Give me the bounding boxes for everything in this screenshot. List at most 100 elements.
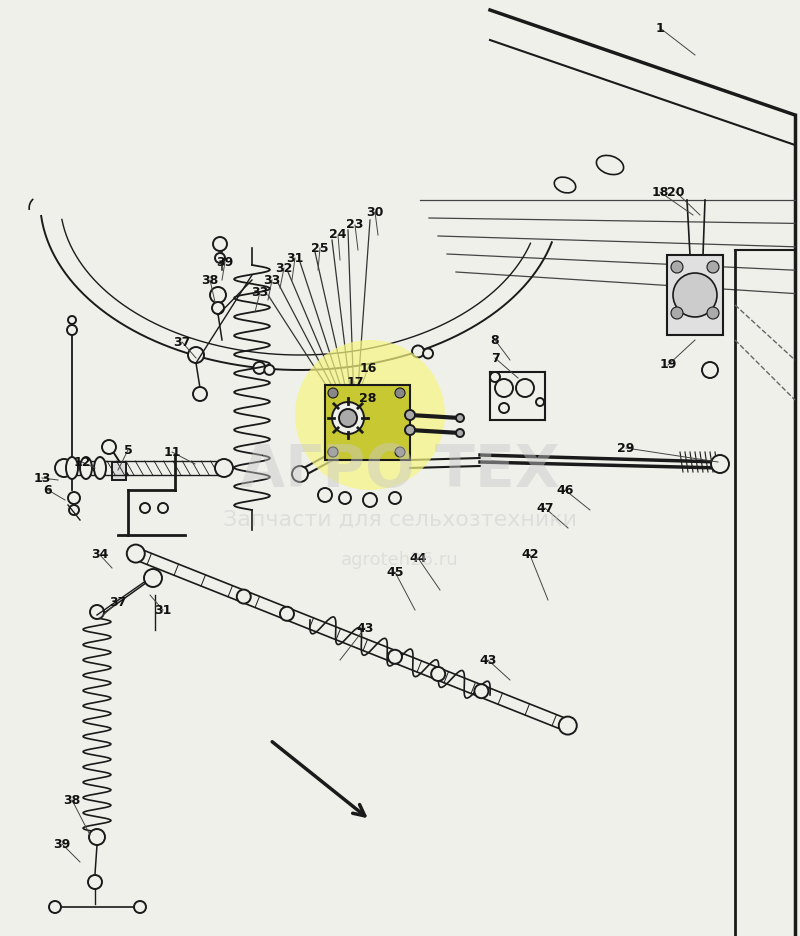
Circle shape — [456, 429, 464, 437]
Circle shape — [702, 362, 718, 378]
Circle shape — [90, 605, 104, 619]
Text: 1: 1 — [656, 22, 664, 35]
Circle shape — [339, 492, 351, 504]
Text: 16: 16 — [359, 361, 377, 374]
Circle shape — [412, 345, 424, 358]
Bar — [667, 255, 723, 335]
Text: 33: 33 — [251, 285, 269, 299]
Text: 43: 43 — [479, 653, 497, 666]
Circle shape — [474, 684, 488, 698]
Text: 42: 42 — [522, 548, 538, 562]
Circle shape — [318, 488, 332, 502]
Text: 38: 38 — [202, 273, 218, 286]
Text: 6: 6 — [44, 484, 52, 496]
Text: agroteh26.ru: agroteh26.ru — [341, 551, 459, 569]
Circle shape — [188, 347, 204, 363]
Bar — [325, 385, 410, 460]
Text: 38: 38 — [63, 794, 81, 807]
Circle shape — [68, 492, 80, 504]
Circle shape — [193, 387, 207, 401]
Text: 23: 23 — [346, 218, 364, 231]
Circle shape — [490, 372, 500, 382]
Circle shape — [348, 437, 362, 451]
Circle shape — [536, 398, 544, 406]
Text: 31: 31 — [154, 604, 172, 617]
Circle shape — [671, 261, 683, 273]
Circle shape — [215, 253, 225, 263]
Circle shape — [134, 901, 146, 913]
Circle shape — [126, 545, 145, 563]
Text: 24: 24 — [330, 228, 346, 241]
Bar — [112, 462, 126, 480]
Text: 43: 43 — [356, 622, 374, 635]
Circle shape — [707, 307, 719, 319]
Text: 32: 32 — [275, 261, 293, 274]
Circle shape — [499, 403, 509, 413]
Text: 37: 37 — [174, 335, 190, 348]
Circle shape — [671, 307, 683, 319]
Text: 29: 29 — [618, 442, 634, 455]
Text: 12: 12 — [74, 456, 90, 469]
Circle shape — [516, 379, 534, 397]
Text: 31: 31 — [286, 252, 304, 265]
Circle shape — [395, 447, 405, 457]
Circle shape — [395, 388, 405, 398]
Text: АГРО ТЕХ: АГРО ТЕХ — [240, 442, 560, 499]
Text: 11: 11 — [163, 446, 181, 459]
Circle shape — [328, 388, 338, 398]
Circle shape — [332, 402, 364, 434]
Circle shape — [212, 302, 224, 314]
Circle shape — [254, 362, 266, 373]
Text: 18: 18 — [651, 185, 669, 198]
Text: 44: 44 — [410, 551, 426, 564]
Circle shape — [213, 237, 227, 251]
Ellipse shape — [596, 155, 624, 175]
Text: 28: 28 — [359, 391, 377, 404]
Circle shape — [292, 466, 308, 482]
Text: 34: 34 — [91, 548, 109, 562]
Circle shape — [264, 365, 274, 375]
Circle shape — [456, 414, 464, 422]
Text: 19: 19 — [659, 358, 677, 372]
Circle shape — [328, 447, 338, 457]
Circle shape — [495, 379, 513, 397]
Circle shape — [55, 459, 73, 477]
Text: Запчасти для сельхозтехники: Запчасти для сельхозтехники — [223, 510, 577, 530]
Text: 30: 30 — [366, 206, 384, 218]
Circle shape — [102, 440, 116, 454]
Text: 17: 17 — [346, 375, 364, 388]
Ellipse shape — [94, 457, 106, 479]
Text: 37: 37 — [110, 595, 126, 608]
Circle shape — [89, 829, 105, 845]
Text: 46: 46 — [556, 484, 574, 496]
Text: 7: 7 — [490, 352, 499, 364]
Circle shape — [88, 875, 102, 889]
Text: 8: 8 — [490, 333, 499, 346]
Ellipse shape — [554, 177, 576, 193]
Circle shape — [49, 901, 61, 913]
Circle shape — [158, 503, 168, 513]
Circle shape — [67, 325, 77, 335]
Text: 33: 33 — [263, 273, 281, 286]
Circle shape — [389, 492, 401, 504]
Text: 39: 39 — [54, 838, 70, 851]
Circle shape — [69, 505, 79, 515]
Ellipse shape — [80, 457, 92, 479]
Text: 20: 20 — [667, 185, 685, 198]
Circle shape — [405, 410, 415, 420]
Text: 25: 25 — [311, 241, 329, 255]
Circle shape — [388, 650, 402, 664]
Circle shape — [405, 425, 415, 435]
Circle shape — [673, 273, 717, 317]
Text: 47: 47 — [536, 502, 554, 515]
Circle shape — [423, 348, 433, 358]
Circle shape — [711, 455, 729, 473]
Circle shape — [280, 607, 294, 621]
Circle shape — [431, 667, 445, 681]
Circle shape — [215, 459, 233, 477]
Ellipse shape — [66, 457, 78, 479]
Circle shape — [144, 569, 162, 587]
Circle shape — [237, 590, 250, 604]
Circle shape — [339, 409, 357, 427]
Text: 5: 5 — [124, 444, 132, 457]
